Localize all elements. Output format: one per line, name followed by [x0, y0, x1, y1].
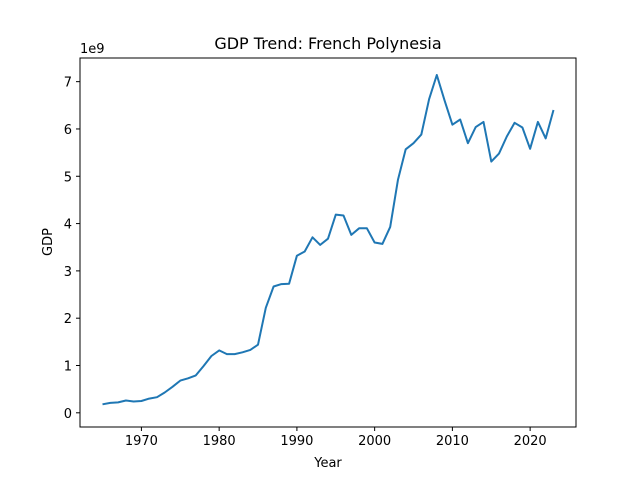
y-scale-label: 1e9: [80, 42, 105, 57]
y-tick-label-5: 5: [64, 170, 72, 185]
x-tick-label-1980: 1980: [203, 434, 236, 449]
y-tick-label-1: 1: [64, 360, 72, 375]
chart-title: GDP Trend: French Polynesia: [214, 34, 441, 53]
y-tick-label-6: 6: [64, 123, 72, 138]
x-tick-label-2010: 2010: [436, 434, 469, 449]
y-tick-label-7: 7: [64, 76, 72, 91]
x-tick-label-1990: 1990: [280, 434, 313, 449]
x-axis-label: Year: [313, 456, 342, 471]
y-axis-label: GDP: [41, 228, 56, 256]
y-tick-label-4: 4: [64, 218, 72, 233]
x-tick-label-2000: 2000: [358, 434, 391, 449]
x-tick-label-1970: 1970: [125, 434, 158, 449]
y-tick-label-3: 3: [64, 265, 72, 280]
x-tick-label-2020: 2020: [514, 434, 547, 449]
plot-area: 1970 1980 1990 2000 2010 2020 0 1 2 3 4 5 6 7: [64, 57, 577, 449]
y-tick-label-0: 0: [64, 407, 72, 422]
axes-frame: [79, 57, 577, 428]
y-tick-label-2: 2: [64, 312, 72, 327]
series-line-0: [102, 74, 555, 406]
